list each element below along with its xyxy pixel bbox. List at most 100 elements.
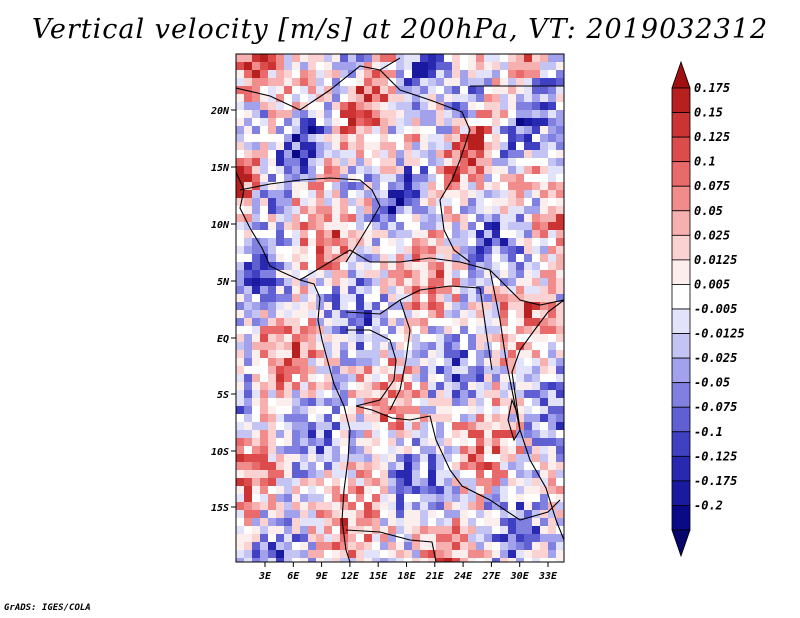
- field-cell: [284, 390, 293, 399]
- field-cell: [540, 134, 549, 143]
- field-cell: [284, 510, 293, 519]
- field-cell: [300, 166, 309, 175]
- field-cell: [444, 502, 453, 511]
- field-cell: [292, 222, 301, 231]
- field-cell: [268, 382, 277, 391]
- field-cell: [532, 502, 541, 511]
- field-cell: [428, 382, 437, 391]
- field-cell: [460, 382, 469, 391]
- field-cell: [356, 262, 365, 271]
- field-cell: [428, 510, 437, 519]
- field-cell: [420, 158, 429, 167]
- field-cell: [316, 374, 325, 383]
- field-cell: [308, 422, 317, 431]
- field-cell: [404, 326, 413, 335]
- field-cell: [404, 158, 413, 167]
- colorbar-swatch: [671, 406, 691, 433]
- field-cell: [436, 238, 445, 247]
- field-cell: [236, 494, 245, 503]
- field-cell: [252, 438, 261, 447]
- field-cell: [524, 126, 533, 135]
- field-cell: [236, 286, 245, 295]
- field-cell: [524, 270, 533, 279]
- field-cell: [412, 126, 421, 135]
- field-cell: [244, 142, 253, 151]
- field-cell: [260, 174, 269, 183]
- field-cell: [236, 438, 245, 447]
- field-cell: [276, 78, 285, 87]
- field-cell: [428, 86, 437, 95]
- field-cell: [260, 478, 269, 487]
- field-cell: [556, 94, 564, 103]
- lon-label: 3E: [258, 571, 272, 582]
- field-cell: [508, 462, 517, 471]
- field-cell: [396, 134, 405, 143]
- field-cell: [508, 254, 517, 263]
- field-cell: [236, 254, 245, 263]
- field-cell: [348, 446, 357, 455]
- field-cell: [404, 198, 413, 207]
- field-cell: [516, 198, 525, 207]
- field-cell: [452, 78, 461, 87]
- field-cell: [476, 454, 485, 463]
- field-cell: [500, 550, 509, 559]
- field-cell: [372, 158, 381, 167]
- field-cell: [388, 502, 397, 511]
- field-cell: [460, 86, 469, 95]
- field-cell: [340, 502, 349, 511]
- field-cell: [236, 534, 245, 543]
- field-cell: [428, 222, 437, 231]
- field-cell: [404, 438, 413, 447]
- field-cell: [324, 270, 333, 279]
- field-cell: [444, 342, 453, 351]
- field-cell: [508, 166, 517, 175]
- field-cell: [324, 486, 333, 495]
- field-cell: [332, 142, 341, 151]
- field-cell: [380, 278, 389, 287]
- field-cell: [508, 110, 517, 119]
- field-cell: [292, 462, 301, 471]
- colorbar-label: -0.0125: [694, 327, 745, 341]
- field-cell: [484, 86, 493, 95]
- field-cell: [348, 518, 357, 527]
- field-cell: [316, 414, 325, 423]
- field-cell: [508, 118, 517, 127]
- field-cell: [540, 534, 549, 543]
- field-cell: [508, 350, 517, 359]
- field-cell: [356, 374, 365, 383]
- field-cell: [524, 382, 533, 391]
- field-cell: [340, 374, 349, 383]
- field-cell: [292, 366, 301, 375]
- field-cell: [444, 438, 453, 447]
- field-cell: [364, 214, 373, 223]
- field-cell: [252, 510, 261, 519]
- field-cell: [316, 270, 325, 279]
- field-cell: [508, 446, 517, 455]
- field-cell: [316, 118, 325, 127]
- field-cell: [292, 286, 301, 295]
- field-cell: [500, 222, 509, 231]
- field-cell: [556, 214, 564, 223]
- field-cell: [364, 166, 373, 175]
- field-cell: [476, 294, 485, 303]
- field-cell: [300, 438, 309, 447]
- field-cell: [300, 262, 309, 271]
- field-cell: [492, 430, 501, 439]
- field-cell: [292, 254, 301, 263]
- field-cell: [516, 406, 525, 415]
- field-cell: [268, 502, 277, 511]
- field-cell: [420, 318, 429, 327]
- field-cell: [556, 134, 564, 143]
- field-cell: [252, 278, 261, 287]
- field-cell: [340, 446, 349, 455]
- field-cell: [468, 350, 477, 359]
- field-cell: [476, 166, 485, 175]
- field-cell: [292, 102, 301, 111]
- field-cell: [244, 134, 253, 143]
- field-cell: [284, 254, 293, 263]
- field-cell: [396, 246, 405, 255]
- field-cell: [396, 558, 405, 562]
- field-cell: [516, 318, 525, 327]
- field-cell: [524, 214, 533, 223]
- field-cell: [300, 454, 309, 463]
